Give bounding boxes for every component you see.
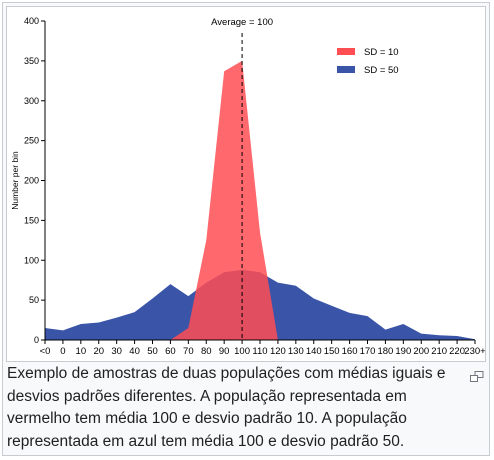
x-tick-label: 110 <box>252 346 267 357</box>
figure-thumbnail: 0 50 100 150 200 250 300 350 400 <0 0 10 20 30 40 50 60 7… <box>2 2 490 456</box>
legend-swatch <box>337 48 355 55</box>
x-tick-label: 130 <box>288 346 304 357</box>
x-tick-label: 50 <box>147 346 158 357</box>
x-tick-label: 60 <box>165 346 176 357</box>
y-tick-label: 0 <box>34 335 39 345</box>
x-tick-label: 230+ <box>464 346 485 357</box>
x-tick-label: 210 <box>431 346 447 357</box>
y-tick-label: 350 <box>24 56 39 66</box>
x-tick-label: 140 <box>306 346 322 357</box>
y-axis-label: Number per bin <box>10 151 20 210</box>
x-tick-label: 20 <box>93 346 104 357</box>
x-tick-label: 40 <box>129 346 140 357</box>
y-tick-label: 50 <box>29 295 39 305</box>
y-tick-label: 400 <box>24 16 39 26</box>
x-tick-label: 220 <box>449 346 465 357</box>
x-tick-label: 190 <box>395 346 411 357</box>
x-tick-label: 30 <box>111 346 122 357</box>
legend-label: SD = 50 <box>364 65 399 76</box>
x-tick-label: 150 <box>324 346 340 357</box>
legend-label: SD = 10 <box>364 47 399 58</box>
y-tick-label: 250 <box>24 136 39 146</box>
legend-swatch <box>337 66 355 73</box>
x-tick-label: 80 <box>201 346 212 357</box>
x-tick-label: 180 <box>377 346 393 357</box>
magnify-icon[interactable] <box>470 370 484 382</box>
x-tick-label: 170 <box>360 346 376 357</box>
x-tick-label: 90 <box>219 346 230 357</box>
x-tick-label: 160 <box>342 346 358 357</box>
y-tick-label: 100 <box>24 255 39 265</box>
x-tick-label: 10 <box>76 346 87 357</box>
x-tick-label: 120 <box>270 346 286 357</box>
x-tick-label: 200 <box>413 346 429 357</box>
average-annotation: Average = 100 <box>211 17 273 28</box>
y-tick-label: 200 <box>24 176 39 186</box>
y-tick-label: 300 <box>24 96 39 106</box>
x-tick-label: 70 <box>183 346 194 357</box>
x-tick-label: 100 <box>234 346 250 357</box>
chart-frame[interactable]: 0 50 100 150 200 250 300 350 400 <0 0 10 20 30 40 50 60 7… <box>6 6 486 362</box>
x-tick-label: 0 <box>60 346 65 357</box>
x-tick-label: <0 <box>40 346 51 357</box>
y-tick-label: 150 <box>24 215 39 225</box>
figure-caption: Exemplo de amostras de duas populações c… <box>7 365 446 450</box>
series-area-sd-10 <box>45 60 475 340</box>
